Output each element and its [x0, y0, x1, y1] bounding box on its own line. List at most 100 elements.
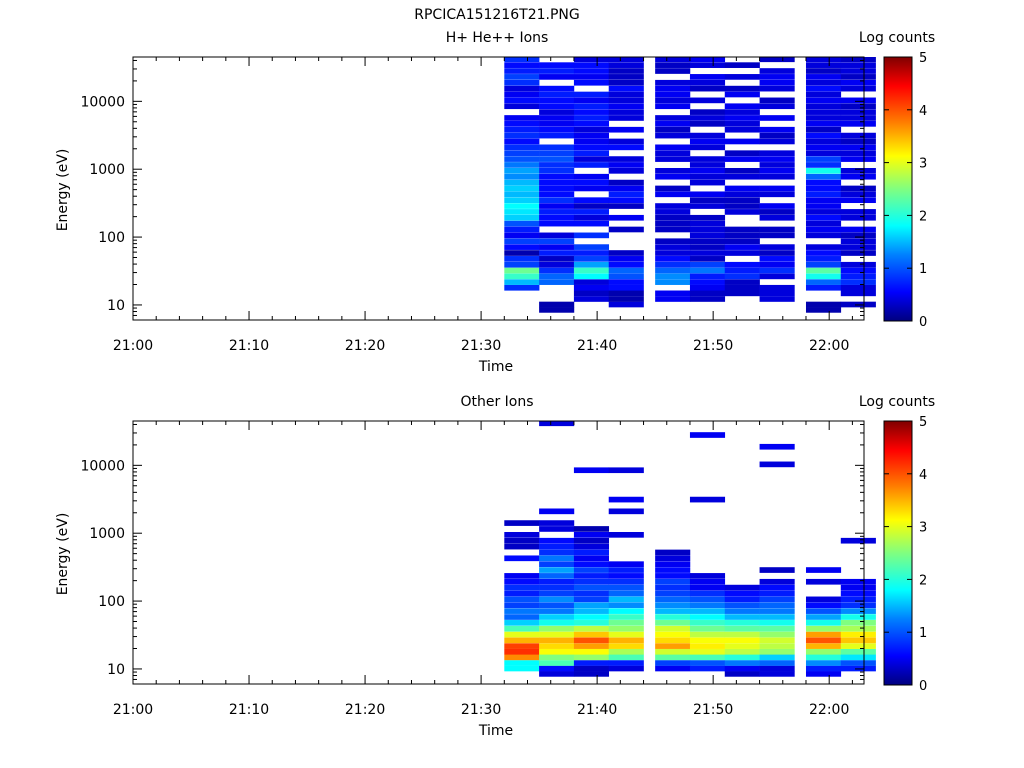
spectrogram-cell	[689, 590, 726, 597]
spectrogram-cell	[655, 567, 691, 573]
spectrogram-cell	[759, 296, 795, 302]
spectrogram-cell	[608, 654, 644, 661]
spectrogram-cell	[539, 126, 575, 133]
spectrogram-cells	[504, 421, 876, 677]
spectrogram-cell	[805, 654, 842, 661]
spectrogram-cell	[805, 256, 842, 262]
spectrogram-cell	[840, 290, 876, 297]
spectrogram-cell	[724, 191, 760, 198]
spectrogram-cell	[539, 74, 575, 80]
spectrogram-cell	[689, 279, 726, 285]
spectrogram-cell	[573, 279, 610, 285]
y-axis: 10 100 1000 10000	[80, 59, 864, 321]
spectrogram-cell	[504, 185, 540, 192]
spectrogram-cell	[539, 68, 575, 74]
spectrogram-cell	[539, 121, 575, 127]
spectrogram-cell	[724, 290, 760, 297]
spectrogram-cell	[689, 256, 726, 262]
colorbar-tick-label: 4	[919, 468, 927, 483]
panel-title: Other Ions	[460, 394, 533, 410]
spectrogram-cell	[759, 57, 795, 63]
spectrogram-cell	[573, 203, 610, 209]
y-tick-label: 10000	[80, 94, 125, 110]
spectrogram-cell	[840, 85, 876, 92]
spectrogram-cell	[724, 602, 760, 609]
spectrogram-cell	[504, 115, 540, 121]
spectrogram-cell	[608, 602, 644, 609]
spectrogram-cell	[805, 620, 842, 626]
spectrogram-cell	[805, 625, 842, 632]
spectrogram-cell	[805, 220, 842, 227]
spectrogram-cell	[504, 232, 540, 239]
spectrogram-cell	[724, 156, 760, 162]
spectrogram-cell	[805, 596, 842, 603]
spectrogram-cell	[840, 602, 876, 609]
spectrogram-cell	[539, 156, 575, 162]
spectrogram-cell	[724, 209, 760, 215]
spectrogram-cell	[759, 79, 795, 86]
spectrogram-cell	[539, 584, 575, 591]
spectrogram-cell	[573, 162, 610, 168]
spectrogram-cell	[573, 232, 610, 239]
spectrogram-cell	[539, 132, 575, 139]
spectrogram-cell	[689, 220, 726, 227]
spectrogram-cell	[724, 620, 760, 626]
spectrogram-cell	[805, 301, 842, 308]
spectrogram-cell	[759, 625, 795, 632]
spectrogram-cell	[840, 625, 876, 632]
spectrogram-cell	[504, 203, 540, 209]
spectrogram-cell	[573, 578, 610, 585]
spectrogram-cell	[573, 284, 610, 291]
spectrogram-cell	[840, 643, 876, 649]
spectrogram-cell	[655, 643, 691, 649]
spectrogram-cell	[655, 132, 691, 139]
spectrogram-cell	[573, 126, 610, 133]
spectrogram-cell	[573, 79, 610, 86]
spectrogram-cell	[724, 115, 760, 121]
spectrogram-cell	[539, 214, 575, 221]
spectrogram-cell	[539, 97, 575, 104]
spectrogram-cell	[840, 103, 876, 110]
spectrogram-cell	[504, 520, 540, 526]
spectrogram-cell	[689, 97, 726, 104]
spectrogram-cell	[539, 543, 575, 550]
figure-title: RPCICA151216T21.PNG	[414, 7, 579, 23]
spectrogram-cell	[759, 115, 795, 121]
spectrogram-cell	[655, 115, 691, 121]
spectrogram-cell	[840, 238, 876, 245]
spectrogram-cell	[840, 132, 876, 139]
spectrogram-cell	[573, 671, 610, 677]
spectrogram-cell	[655, 144, 691, 151]
spectrogram-cell	[608, 508, 644, 515]
spectrogram-cell	[573, 261, 610, 268]
spectrogram-cell	[608, 226, 644, 233]
spectrogram-cell	[689, 261, 726, 268]
spectrogram-cell	[655, 660, 691, 666]
spectrogram-cell	[539, 238, 575, 245]
spectrogram-cell	[539, 537, 575, 544]
spectrogram-cell	[608, 214, 644, 221]
spectrogram-cell	[655, 97, 691, 104]
spectrogram-cell	[655, 625, 691, 632]
spectrogram-cell	[539, 85, 575, 92]
spectrogram-cell	[504, 79, 540, 86]
spectrogram-cell	[805, 138, 842, 145]
spectrogram-cell	[504, 256, 540, 262]
spectrogram-cell	[655, 637, 691, 644]
spectrogram-cell	[724, 665, 760, 672]
spectrogram-cell	[689, 173, 726, 180]
x-tick-label: 21:00	[113, 338, 153, 354]
spectrogram-cell	[539, 602, 575, 609]
spectrogram-cell	[504, 179, 540, 186]
spectrogram-cell	[573, 561, 610, 568]
spectrogram-cell	[759, 126, 795, 133]
spectrogram-cell	[724, 273, 760, 280]
spectrogram-cell	[655, 273, 691, 280]
spectrogram-cell	[840, 273, 876, 280]
spectrogram-cell	[573, 290, 610, 297]
spectrogram-cell	[655, 103, 691, 110]
spectrogram-cell	[504, 74, 540, 80]
colorbar-tick-label: 5	[919, 51, 927, 66]
spectrogram-cell	[840, 79, 876, 86]
spectrogram-cells	[504, 57, 876, 313]
